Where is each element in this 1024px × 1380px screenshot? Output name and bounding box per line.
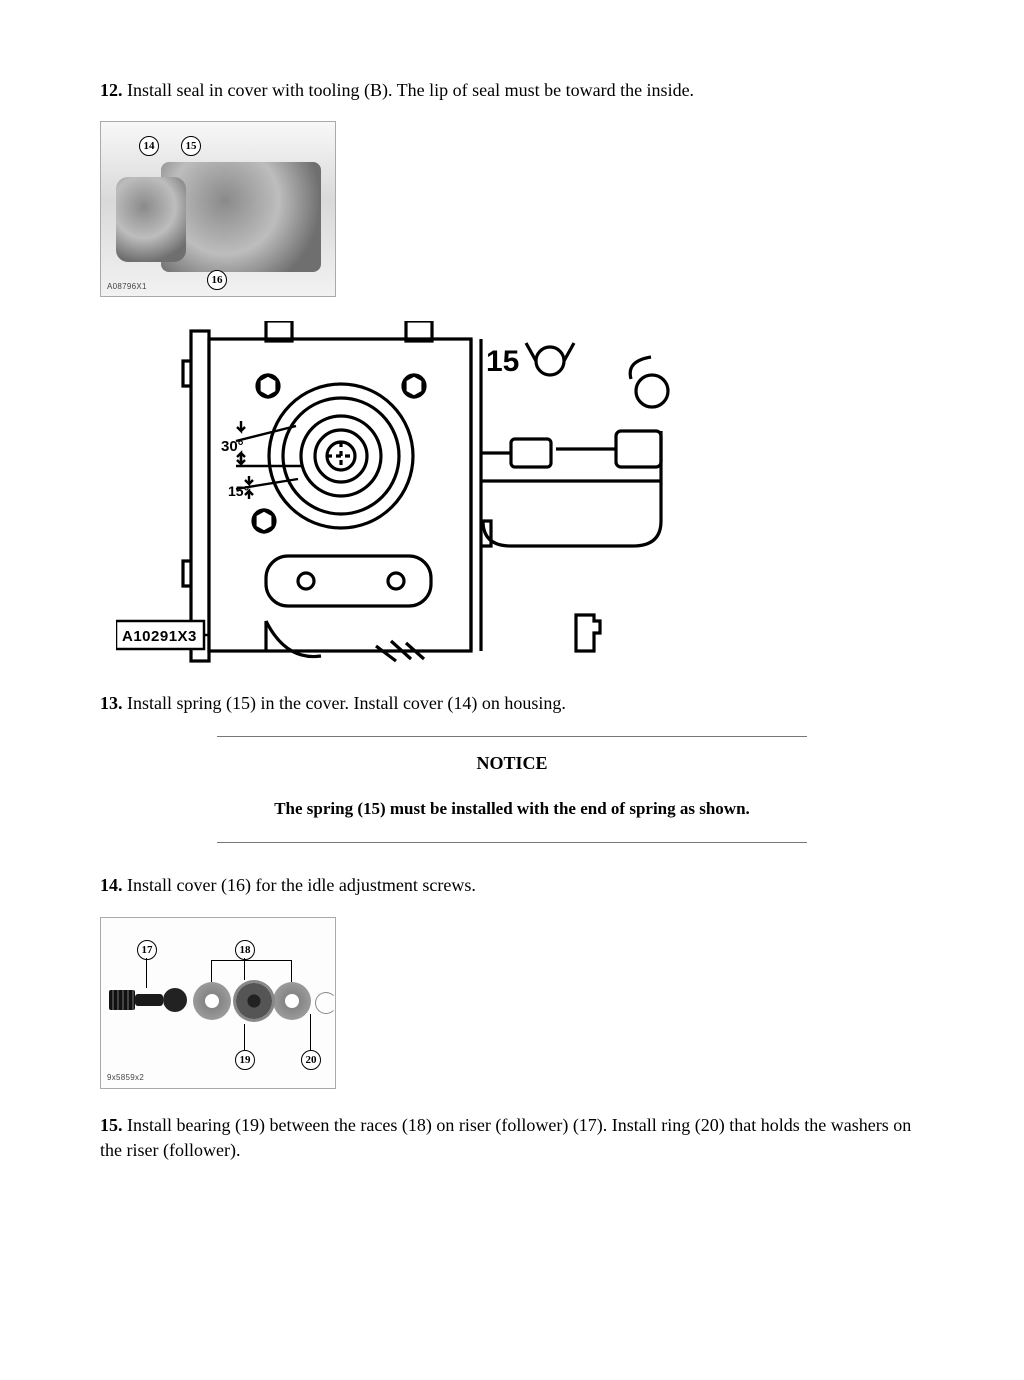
figure-diagram: 15 30° 15° A10291X3 [116, 321, 924, 671]
step-12: 12. Install seal in cover with tooling (… [100, 78, 924, 103]
diagram-angle-30: 30° [221, 438, 244, 455]
figure-photo-2: 17 18 19 20 9x5859x2 [100, 917, 924, 1089]
step-13-number: 13. [100, 693, 123, 713]
step-12-number: 12. [100, 80, 123, 100]
step-14: 14. Install cover (16) for the idle adju… [100, 873, 924, 898]
step-14-text: Install cover (16) for the idle adjustme… [127, 875, 476, 895]
notice-title: NOTICE [217, 751, 807, 776]
notice-block: NOTICE The spring (15) must be installed… [217, 736, 807, 843]
callout-18: 18 [235, 940, 255, 960]
callout-17: 17 [137, 940, 157, 960]
callout-16: 16 [207, 270, 227, 290]
callout-14: 14 [139, 136, 159, 156]
step-13: 13. Install spring (15) in the cover. In… [100, 691, 924, 716]
callout-15: 15 [181, 136, 201, 156]
diagram-label: A10291X3 [122, 628, 197, 645]
step-15-text: Install bearing (19) between the races (… [100, 1115, 911, 1160]
step-14-number: 14. [100, 875, 123, 895]
step-13-text: Install spring (15) in the cover. Instal… [127, 693, 566, 713]
photo-1-label: A08796X1 [107, 281, 147, 292]
step-15-number: 15. [100, 1115, 123, 1135]
photo-2: 17 18 19 20 9x5859x2 [100, 917, 336, 1089]
diagram-angle-15: 15° [228, 483, 249, 499]
callout-20: 20 [301, 1050, 321, 1070]
notice-body: The spring (15) must be installed with t… [217, 797, 807, 821]
photo-1: 14 15 16 A08796X1 [100, 121, 336, 297]
photo-2-label: 9x5859x2 [107, 1072, 144, 1083]
step-12-text: Install seal in cover with tooling (B). … [127, 80, 694, 100]
step-15: 15. Install bearing (19) between the rac… [100, 1113, 924, 1163]
notice-rule-top [217, 736, 807, 737]
notice-rule-bottom [217, 842, 807, 843]
callout-19: 19 [235, 1050, 255, 1070]
figure-photo-1: 14 15 16 A08796X1 [100, 121, 924, 297]
diagram-callout-15: 15 [486, 345, 519, 378]
